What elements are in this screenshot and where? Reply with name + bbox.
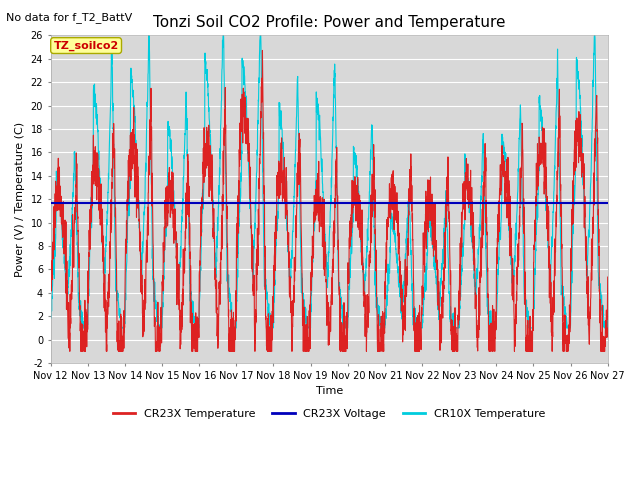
X-axis label: Time: Time <box>316 386 343 396</box>
Y-axis label: Power (V) / Temperature (C): Power (V) / Temperature (C) <box>15 121 25 277</box>
Legend: CR23X Temperature, CR23X Voltage, CR10X Temperature: CR23X Temperature, CR23X Voltage, CR10X … <box>109 404 550 423</box>
Text: No data for f_T2_BattV: No data for f_T2_BattV <box>6 12 132 23</box>
Text: TZ_soilco2: TZ_soilco2 <box>54 40 119 51</box>
Title: Tonzi Soil CO2 Profile: Power and Temperature: Tonzi Soil CO2 Profile: Power and Temper… <box>153 15 506 30</box>
